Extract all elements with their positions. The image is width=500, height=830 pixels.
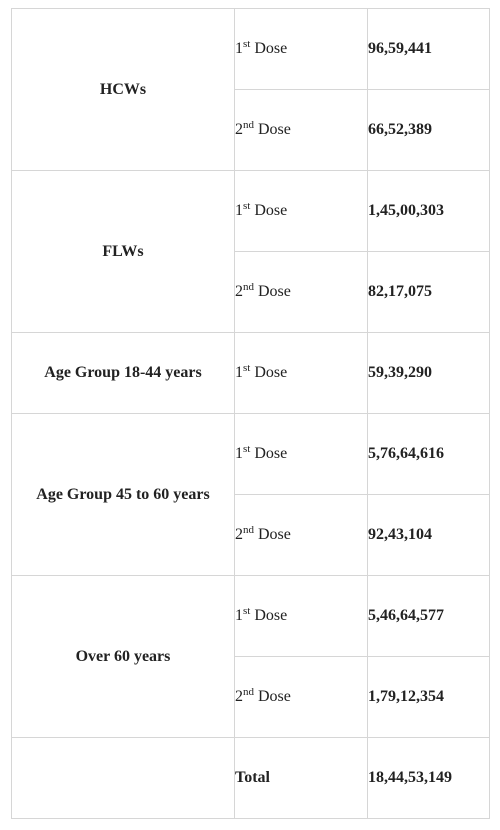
dose-ordinal-suffix: nd	[243, 119, 254, 131]
dose-ordinal-suffix: st	[243, 200, 251, 212]
dose-ordinal-suffix: st	[243, 38, 251, 50]
dose-label: 1st Dose	[234, 170, 368, 252]
total-label: Total	[234, 737, 368, 819]
table-row: Over 60 years 1st Dose 5,46,64,577	[11, 575, 490, 738]
dose-ordinal-suffix: st	[243, 605, 251, 617]
dose-number: 1	[235, 202, 243, 219]
dose-number: 2	[235, 526, 243, 543]
table-row: 2nd Dose 82,17,075	[12, 251, 490, 333]
dose-word: Dose	[250, 607, 288, 624]
dose-count: 96,59,441	[367, 8, 490, 90]
table-row: 2nd Dose 92,43,104	[12, 494, 490, 576]
dose-word: Dose	[254, 121, 291, 138]
dose-word: Dose	[250, 202, 288, 219]
dose-label: 1st Dose	[234, 8, 368, 90]
dose-label: 2nd Dose	[234, 656, 368, 738]
group-label-age-18-44: Age Group 18-44 years	[11, 332, 235, 414]
dose-ordinal-suffix: nd	[243, 281, 254, 293]
dose-label: 2nd Dose	[234, 251, 368, 333]
dose-number: 1	[235, 607, 243, 624]
dose-count: 59,39,290	[367, 332, 490, 414]
dose-count: 1,79,12,354	[367, 656, 490, 738]
empty-cell	[11, 737, 235, 819]
dose-label: 2nd Dose	[234, 89, 368, 171]
dose-word: Dose	[254, 688, 291, 705]
dose-label: 1st Dose	[234, 332, 368, 414]
table-row: Age Group 45 to 60 years 1st Dose 5,76,6…	[11, 413, 490, 576]
dose-count: 66,52,389	[367, 89, 490, 171]
table-row: FLWs 1st Dose 1,45,00,303	[11, 170, 490, 333]
dose-ordinal-suffix: st	[243, 362, 251, 374]
dose-number: 1	[235, 445, 243, 462]
dose-number: 2	[235, 688, 243, 705]
table-row: HCWs 1st Dose 96,59,441	[11, 8, 490, 171]
group-label-flws: FLWs	[11, 170, 235, 333]
dose-word: Dose	[250, 40, 288, 57]
dose-word: Dose	[254, 526, 291, 543]
dose-label: 2nd Dose	[234, 494, 368, 576]
dose-label: 1st Dose	[234, 575, 368, 657]
dose-word: Dose	[250, 445, 288, 462]
dose-ordinal-suffix: nd	[243, 686, 254, 698]
dose-count: 5,46,64,577	[367, 575, 490, 657]
table-row: 2nd Dose 66,52,389	[12, 89, 490, 171]
dose-number: 1	[235, 364, 243, 381]
table-row: 2nd Dose 1,79,12,354	[12, 656, 490, 738]
dose-number: 2	[235, 121, 243, 138]
total-row: Total 18,44,53,149	[11, 737, 490, 819]
dose-number: 1	[235, 40, 243, 57]
group-label-hcws: HCWs	[11, 8, 235, 171]
dose-ordinal-suffix: nd	[243, 524, 254, 536]
dose-count: 92,43,104	[367, 494, 490, 576]
dose-word: Dose	[250, 364, 288, 381]
dose-word: Dose	[254, 283, 291, 300]
dose-number: 2	[235, 283, 243, 300]
dose-label: 1st Dose	[234, 413, 368, 495]
vaccination-table: HCWs 1st Dose 96,59,441 2nd Dose 66,52,3…	[11, 8, 490, 819]
table-row: Age Group 18-44 years 1st Dose 59,39,290	[11, 332, 490, 414]
dose-ordinal-suffix: st	[243, 443, 251, 455]
total-count: 18,44,53,149	[367, 737, 490, 819]
group-label-age-45-60: Age Group 45 to 60 years	[11, 413, 235, 576]
dose-count: 1,45,00,303	[367, 170, 490, 252]
dose-count: 82,17,075	[367, 251, 490, 333]
dose-count: 5,76,64,616	[367, 413, 490, 495]
group-label-over-60: Over 60 years	[11, 575, 235, 738]
